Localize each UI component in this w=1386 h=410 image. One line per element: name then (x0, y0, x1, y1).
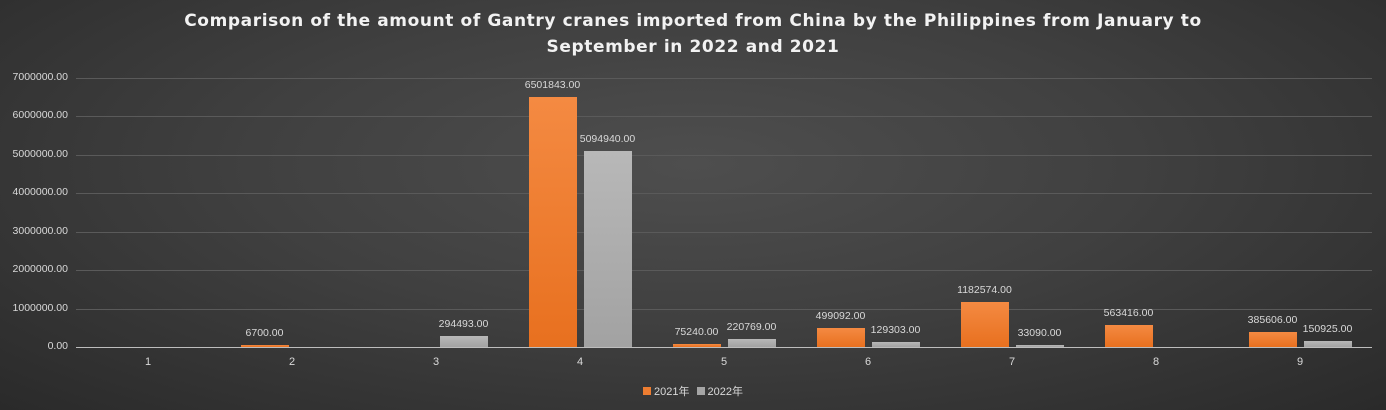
y-tick-label: 5000000.00 (12, 147, 68, 160)
bar-2022-month-4[interactable] (583, 151, 632, 347)
data-label: 75240.00 (674, 326, 719, 339)
y-tick-label: 2000000.00 (12, 263, 68, 276)
bar-2022-month-9[interactable] (1303, 341, 1352, 347)
bar-2021-month-5[interactable] (672, 344, 721, 347)
bar-2021-month-6[interactable] (816, 327, 865, 347)
y-tick-label: 0.00 (47, 340, 68, 352)
gridline (76, 308, 1372, 310)
data-label: 33090.00 (1017, 327, 1062, 339)
legend-swatch-2021 (642, 387, 651, 395)
data-label: 6700.00 (245, 327, 284, 339)
gridline (76, 270, 1372, 272)
x-axis-line (76, 347, 1372, 348)
x-tick-label: 8 (1152, 356, 1160, 368)
bar-2021-month-8[interactable] (1104, 325, 1153, 347)
gridline (76, 154, 1372, 156)
x-tick-label: 3 (432, 356, 440, 368)
legend-label-2022: 2022年 (707, 386, 744, 398)
x-tick-label: 5 (720, 356, 728, 368)
data-label: 385606.00 (1247, 314, 1298, 327)
bar-2021-month-4[interactable] (528, 97, 577, 347)
bar-2021-month-9[interactable] (1248, 332, 1297, 347)
data-label: 150925.00 (1302, 323, 1353, 336)
x-tick-label: 7 (1008, 356, 1016, 368)
y-tick-label: 6000000.00 (12, 109, 68, 122)
legend-item-2021[interactable]: 2021年 (642, 383, 690, 399)
y-tick-label: 4000000.00 (12, 186, 68, 199)
legend-label-2021: 2021年 (653, 386, 690, 398)
y-tick-label: 1000000.00 (12, 301, 68, 314)
bar-2022-month-6[interactable] (871, 342, 920, 347)
data-label: 220769.00 (726, 320, 777, 333)
bar-2021-month-2[interactable] (240, 345, 289, 347)
data-label: 6501843.00 (524, 79, 581, 92)
chart-title: Comparison of the amount of Gantry crane… (0, 8, 1386, 60)
data-label: 563416.00 (1103, 307, 1154, 320)
y-tick-label: 7000000.00 (12, 71, 68, 83)
data-label: 499092.00 (815, 309, 866, 322)
x-tick-label: 9 (1296, 356, 1304, 368)
y-tick-label: 3000000.00 (12, 224, 68, 237)
legend-item-2022[interactable]: 2022年 (696, 383, 744, 399)
gridline (76, 231, 1372, 233)
gridline (76, 193, 1372, 195)
bar-2021-month-7[interactable] (960, 301, 1009, 347)
bar-2022-month-3[interactable] (439, 335, 488, 347)
data-label: 129303.00 (870, 324, 921, 337)
bar-2022-month-7[interactable] (1015, 345, 1064, 347)
x-tick-label: 6 (864, 356, 872, 368)
bar-2022-month-5[interactable] (727, 338, 776, 347)
x-tick-label: 4 (576, 356, 584, 368)
x-tick-label: 2 (288, 356, 296, 368)
chart-title-line-1: Comparison of the amount of Gantry crane… (184, 11, 1202, 31)
legend: 2021年 2022年 (0, 383, 1386, 399)
data-label: 5094940.00 (579, 133, 636, 146)
data-label: 1182574.00 (957, 283, 1012, 296)
gridline (76, 116, 1372, 118)
data-label: 294493.00 (438, 317, 489, 330)
gridline (76, 78, 1372, 79)
x-tick-label: 1 (144, 356, 152, 368)
plot-area: 6700.00 294493.00 6501843.00 5094940.00 7524… (76, 78, 1372, 348)
legend-swatch-2022 (696, 387, 705, 395)
chart-title-line-2: September in 2022 and 2021 (546, 37, 840, 57)
